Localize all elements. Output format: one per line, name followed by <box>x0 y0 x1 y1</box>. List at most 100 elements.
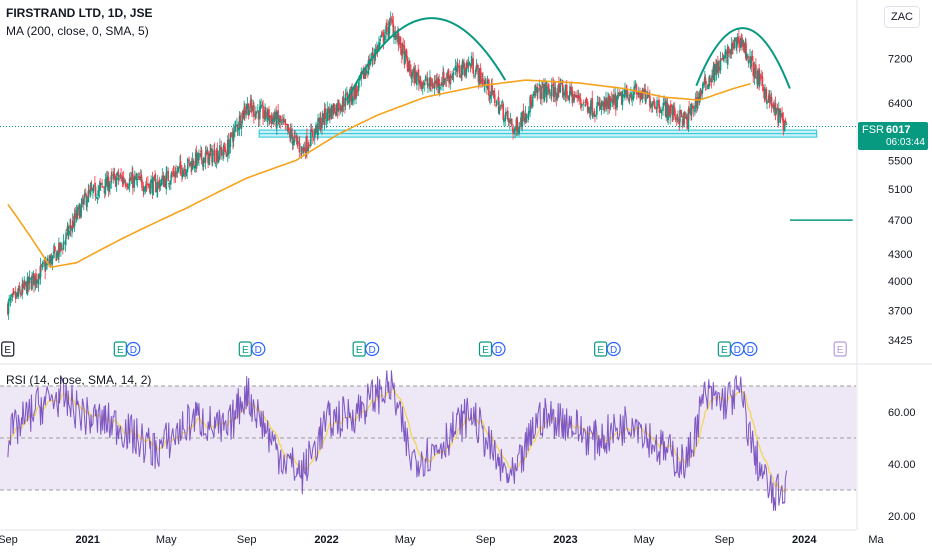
candle-body <box>278 117 281 122</box>
candle-body <box>310 129 313 132</box>
candle-body <box>277 110 279 119</box>
candle-body <box>509 120 512 122</box>
moving-average-line <box>7 79 751 269</box>
candle-body <box>761 76 764 87</box>
candle-body <box>164 178 166 188</box>
candle-body <box>10 298 12 300</box>
candle-body <box>449 75 452 85</box>
event-label: D <box>747 345 754 356</box>
price-tag-symbol: FSR <box>862 124 884 136</box>
time-tick-label: 2021 <box>75 534 99 546</box>
candle-body <box>547 85 550 88</box>
candle-body <box>143 190 145 192</box>
candle-body <box>24 282 26 287</box>
candle-body <box>45 263 47 270</box>
candle-body <box>344 93 347 106</box>
candle-body <box>738 36 740 43</box>
candle-body <box>216 149 219 162</box>
candle-body <box>326 108 329 122</box>
candle-body <box>245 109 247 116</box>
candle-body <box>168 183 171 185</box>
candle-body <box>188 159 190 162</box>
candle-body <box>408 60 411 71</box>
candle-body <box>658 99 660 109</box>
candle-body <box>594 115 597 117</box>
candle-body <box>118 178 120 180</box>
candle-body <box>507 111 509 119</box>
candle-body <box>585 98 588 103</box>
candle-body <box>772 104 774 108</box>
candle-body <box>49 256 52 263</box>
candle-body <box>495 104 497 106</box>
candle-body <box>423 82 426 86</box>
candle-body <box>488 79 490 96</box>
candle-body <box>7 301 10 315</box>
candle-body <box>405 49 408 57</box>
candle-body <box>521 111 524 127</box>
candle-body <box>392 23 395 36</box>
candle-body <box>654 106 656 108</box>
candle-body <box>296 141 299 145</box>
candle-body <box>51 255 54 265</box>
candle-body <box>660 110 662 113</box>
candle-body <box>607 97 609 109</box>
candle-body <box>610 98 613 102</box>
currency-button[interactable]: ZAC <box>884 6 920 28</box>
candle-body <box>321 123 323 129</box>
candle-body <box>674 116 677 121</box>
candle-body <box>160 178 163 185</box>
price-tag-countdown: 06:03:44 <box>886 137 925 148</box>
candle-body <box>673 107 676 116</box>
candle-body <box>779 112 782 117</box>
candle-body <box>658 107 661 114</box>
candle-body <box>141 179 143 188</box>
candle-body <box>63 242 65 244</box>
candle-body <box>269 115 272 118</box>
candle-body <box>591 98 594 116</box>
candle-body <box>516 120 518 125</box>
candle-body <box>87 190 90 203</box>
candle-body <box>283 120 285 122</box>
candle-body <box>413 67 416 84</box>
candle-body <box>530 100 533 108</box>
candle-body <box>473 75 475 76</box>
candle-body <box>562 84 564 98</box>
candle-body <box>14 293 17 299</box>
candle-body <box>584 104 586 106</box>
candle-body <box>735 37 738 49</box>
candle-body <box>138 176 141 181</box>
candle-body <box>248 110 251 115</box>
candle-body <box>207 151 209 164</box>
candle-body <box>434 80 436 84</box>
candle-body <box>680 110 683 114</box>
candle-body <box>315 124 317 133</box>
candle-body <box>711 75 713 83</box>
candle-body <box>90 186 93 190</box>
candle-body <box>765 88 768 103</box>
candle-body <box>261 105 264 106</box>
candle-body <box>533 91 536 96</box>
pattern-layer <box>345 17 853 221</box>
candle-body <box>687 109 690 129</box>
candle-body <box>14 292 16 294</box>
candle-body <box>176 171 179 173</box>
candle-body <box>85 195 88 206</box>
candle-body <box>458 65 461 74</box>
candle-body <box>312 130 314 137</box>
candle-body <box>220 147 222 151</box>
candle-body <box>364 71 366 79</box>
event-marker-d <box>365 341 380 357</box>
candle-body <box>537 87 539 93</box>
candle-body <box>467 63 470 67</box>
candle-body <box>499 105 502 107</box>
candle-body <box>747 60 750 62</box>
candle-body <box>202 158 205 167</box>
candle-body <box>779 108 781 117</box>
candle-body <box>101 186 104 188</box>
ma-legend: MA (200, close, 0, SMA, 5) <box>6 24 149 38</box>
candle-body <box>544 83 546 93</box>
candle-body <box>724 50 727 54</box>
candle-body <box>324 108 327 119</box>
candle-body <box>67 230 70 235</box>
candle-body <box>561 81 563 86</box>
